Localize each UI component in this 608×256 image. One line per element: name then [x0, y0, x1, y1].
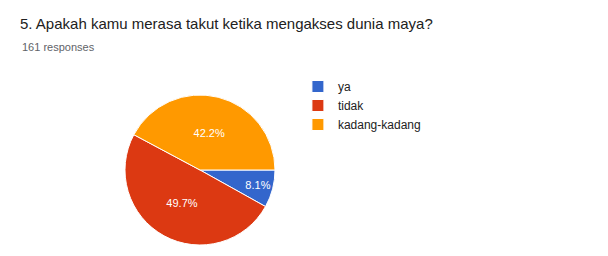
svg-text:ya: ya: [338, 80, 351, 94]
svg-text:8.1%: 8.1%: [245, 179, 270, 191]
svg-text:42.2%: 42.2%: [194, 127, 225, 139]
svg-text:tidak: tidak: [338, 99, 364, 113]
svg-text:5. Apakah kamu merasa takut ke: 5. Apakah kamu merasa takut ketika menga…: [20, 15, 433, 32]
svg-text:49.7%: 49.7%: [166, 197, 197, 209]
svg-text:161 responses: 161 responses: [22, 41, 95, 53]
svg-text:kadang-kadang: kadang-kadang: [338, 118, 421, 132]
